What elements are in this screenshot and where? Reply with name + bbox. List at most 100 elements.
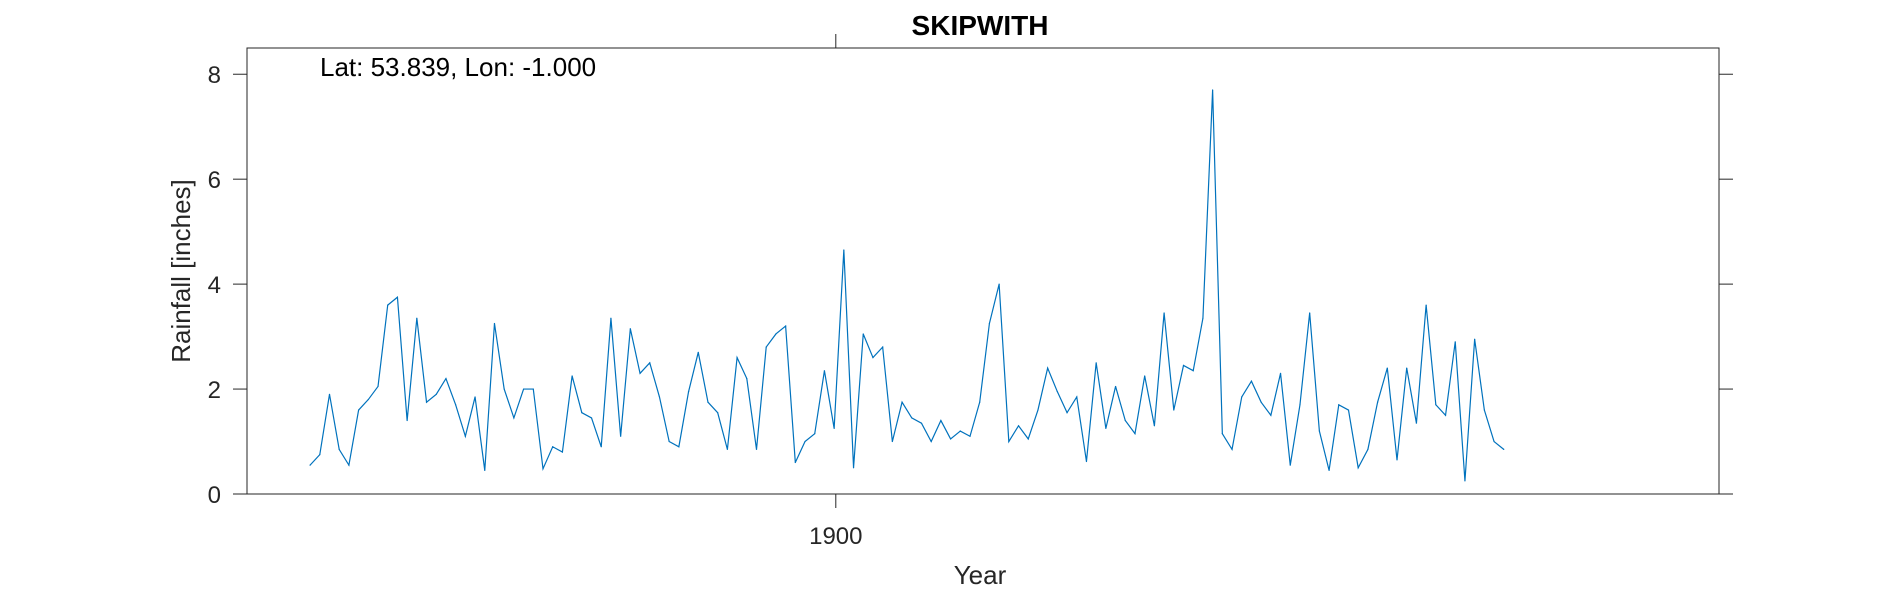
data-point (1464, 480, 1466, 482)
data-point (639, 372, 641, 374)
data-point (416, 317, 418, 319)
data-point (794, 461, 796, 464)
data-point (464, 435, 466, 437)
x-tick-label: 1900 (809, 523, 862, 550)
data-point (765, 346, 767, 348)
data-point (406, 419, 408, 422)
data-point (1386, 367, 1388, 369)
data-point (949, 438, 952, 440)
data-point (843, 249, 845, 251)
y-tick-label: 2 (208, 377, 221, 404)
data-point (998, 283, 1000, 285)
data-point (532, 388, 534, 390)
data-point (1173, 409, 1175, 411)
data-point (911, 417, 913, 419)
data-point (1279, 372, 1282, 374)
location-annotation: Lat: 53.839, Lon: -1.000 (320, 52, 596, 82)
data-point (1192, 370, 1194, 372)
y-tick-label: 0 (208, 482, 221, 509)
data-point (445, 377, 447, 380)
data-point (833, 427, 835, 430)
data-point (581, 412, 583, 414)
data-point (1347, 409, 1350, 411)
data-point (726, 448, 728, 450)
data-point (687, 391, 690, 393)
data-point (396, 296, 399, 298)
axis-tick-labels: 0 2 4 6 8 1900 (208, 62, 863, 550)
data-point (1299, 404, 1301, 406)
data-point (668, 440, 670, 443)
data-point (678, 446, 680, 448)
data-point (1357, 467, 1359, 469)
data-point (1396, 459, 1398, 461)
data-point (493, 322, 496, 325)
data-point (1182, 364, 1185, 367)
data-point (1241, 396, 1243, 398)
data-point (1008, 440, 1010, 443)
data-points (309, 89, 1505, 482)
data-point (358, 409, 360, 411)
data-point (1124, 419, 1126, 422)
data-point (1406, 367, 1408, 369)
data-point (1212, 89, 1214, 91)
series-line-rainfall (309, 89, 1505, 481)
data-point (1338, 404, 1340, 406)
data-point (387, 304, 389, 306)
data-point (1144, 375, 1146, 377)
data-point (1250, 380, 1253, 382)
data-point (1318, 430, 1320, 432)
axis-ticks (233, 34, 1733, 508)
data-point (1134, 433, 1136, 435)
data-point (1153, 425, 1155, 427)
data-point (1231, 448, 1233, 450)
data-point (600, 446, 602, 448)
data-point (988, 322, 991, 325)
data-point (940, 419, 942, 422)
data-point (561, 451, 564, 453)
data-point (484, 469, 486, 471)
data-point (1037, 409, 1039, 411)
data-point (620, 435, 622, 437)
data-point (649, 362, 651, 364)
data-point (1163, 312, 1165, 314)
data-point (882, 346, 884, 348)
data-point (309, 464, 311, 466)
data-point (552, 446, 554, 448)
data-point (1435, 404, 1437, 406)
data-point (319, 454, 321, 456)
data-point (377, 385, 379, 388)
data-point (891, 440, 893, 443)
data-point (1415, 422, 1418, 424)
data-point (1221, 433, 1223, 435)
data-point (542, 468, 544, 470)
data-point (610, 317, 612, 319)
data-point (1260, 401, 1262, 403)
data-point (367, 398, 369, 401)
y-axis-label: Rainfall [inches] (166, 179, 196, 363)
data-point (979, 401, 981, 403)
data-point (503, 388, 505, 390)
y-tick-label: 6 (208, 167, 221, 194)
data-point (930, 440, 932, 443)
data-point (435, 393, 437, 395)
data-point (862, 333, 864, 335)
data-point (1483, 409, 1485, 411)
y-tick-label: 4 (208, 272, 221, 299)
data-point (425, 401, 428, 403)
data-point (1367, 448, 1369, 450)
data-point (1056, 391, 1058, 393)
data-point (969, 435, 971, 437)
data-point (1454, 341, 1456, 343)
data-point (1202, 317, 1204, 319)
data-point (1328, 469, 1330, 471)
data-point (1425, 304, 1427, 306)
data-point (1076, 396, 1078, 398)
data-point (755, 448, 758, 450)
data-point (1270, 414, 1272, 416)
data-point (717, 412, 719, 414)
data-point (1017, 425, 1020, 427)
data-point (852, 467, 855, 469)
data-point (474, 396, 476, 398)
data-point (455, 404, 457, 406)
